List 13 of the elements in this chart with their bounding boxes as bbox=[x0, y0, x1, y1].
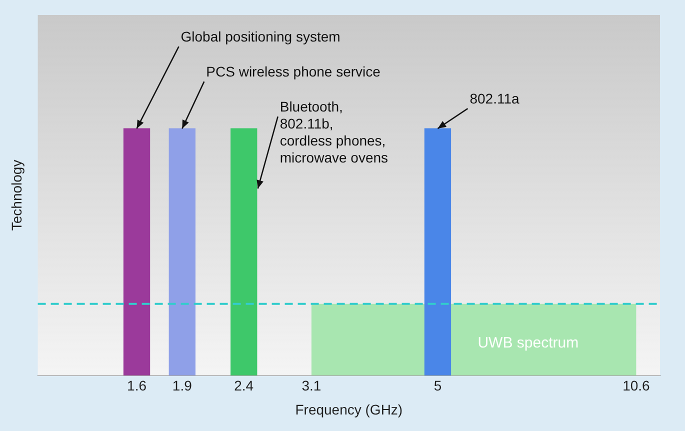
x-tick-label: 1.9 bbox=[172, 378, 192, 394]
annotation: Global positioning system bbox=[180, 28, 340, 44]
x-tick-label: 3.1 bbox=[302, 378, 322, 394]
annotation: Bluetooth, 802.11b, cordless phones, microwave ovens bbox=[280, 98, 388, 166]
band-label: UWB spectrum bbox=[478, 334, 579, 352]
annotation: 802.11a bbox=[470, 90, 520, 106]
annotation: PCS wireless phone service bbox=[206, 63, 381, 80]
x-tick-label: 1.6 bbox=[127, 378, 147, 394]
x-tick-label: 5 bbox=[434, 378, 442, 394]
x-tick-label: 2.4 bbox=[234, 378, 254, 394]
x-axis-title: Frequency (GHz) bbox=[295, 401, 403, 418]
x-tick-label: 10.6 bbox=[622, 378, 650, 394]
y-axis-title: Technology bbox=[8, 160, 24, 231]
